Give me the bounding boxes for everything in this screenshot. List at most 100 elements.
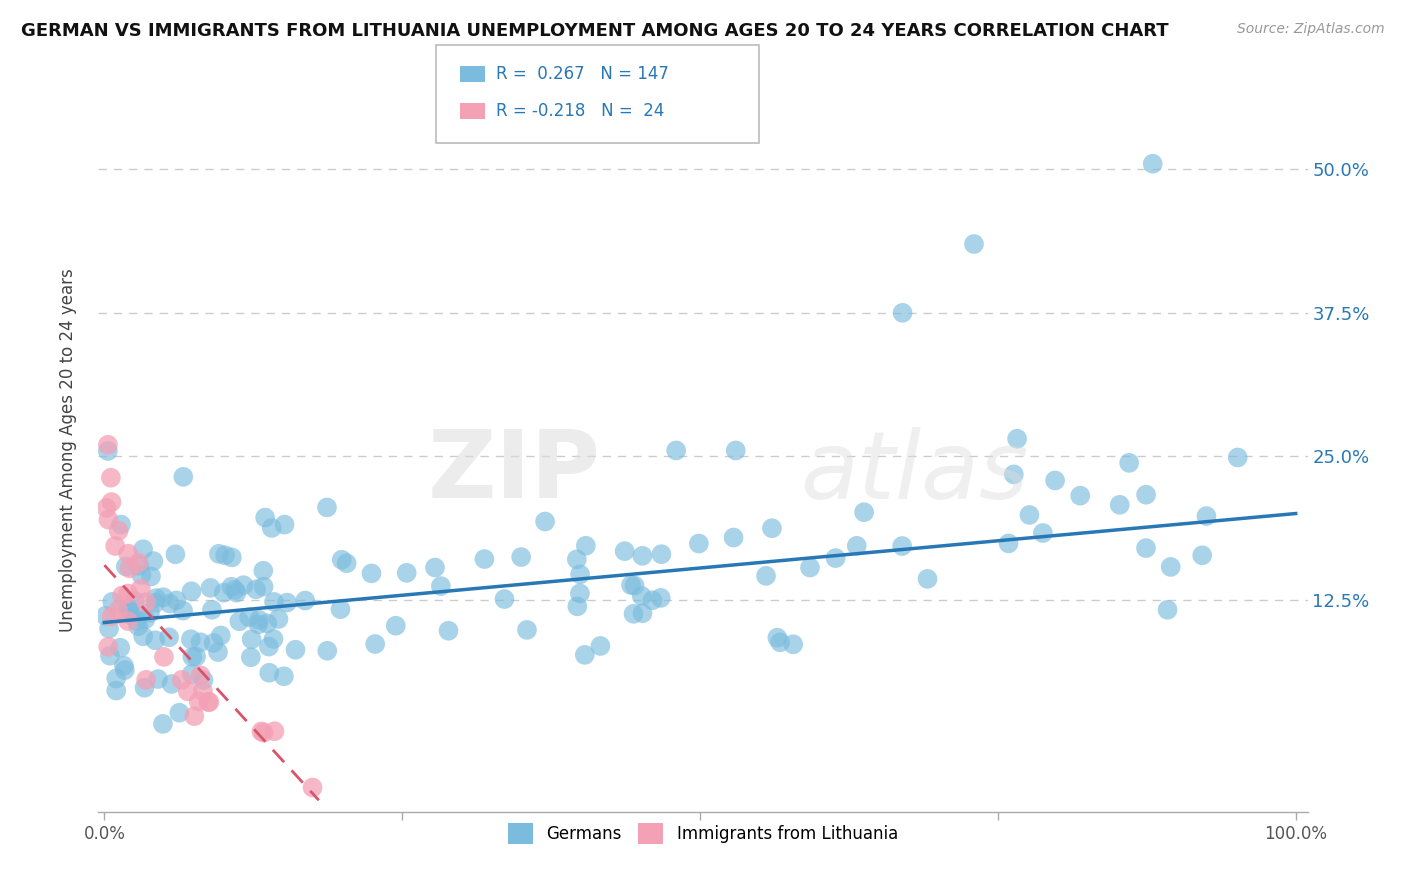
Point	[224, 582, 246, 597]
Point	[1195, 509, 1218, 524]
Point	[631, 606, 654, 620]
Point	[430, 579, 453, 593]
Point	[853, 505, 876, 519]
Point	[111, 589, 134, 603]
Point	[1032, 526, 1054, 541]
Point	[1069, 489, 1091, 503]
Point	[384, 618, 406, 632]
Point	[120, 608, 142, 623]
Point	[225, 585, 247, 599]
Y-axis label: Unemployment Among Ages 20 to 24 years: Unemployment Among Ages 20 to 24 years	[59, 268, 77, 632]
Point	[294, 593, 316, 607]
Point	[1108, 498, 1130, 512]
Point	[221, 550, 243, 565]
Point	[180, 632, 202, 647]
Point	[824, 551, 846, 566]
Point	[273, 669, 295, 683]
Point	[153, 649, 176, 664]
Text: Source: ZipAtlas.com: Source: ZipAtlas.com	[1237, 22, 1385, 37]
Point	[263, 595, 285, 609]
Point	[207, 645, 229, 659]
Point	[135, 673, 157, 687]
Point	[568, 586, 591, 600]
Point	[257, 665, 280, 680]
Legend: Germans, Immigrants from Lithuania: Germans, Immigrants from Lithuania	[502, 817, 904, 850]
Point	[1043, 474, 1066, 488]
Point	[761, 521, 783, 535]
Point	[191, 684, 214, 698]
Point	[239, 650, 262, 665]
Point	[364, 637, 387, 651]
Point	[782, 637, 804, 651]
Point	[252, 564, 274, 578]
Point	[105, 683, 128, 698]
Point	[105, 672, 128, 686]
Point	[190, 668, 212, 682]
Point	[193, 673, 215, 687]
Point	[108, 640, 131, 655]
Point	[724, 443, 747, 458]
Point	[1156, 603, 1178, 617]
Point	[263, 724, 285, 739]
Point	[330, 553, 353, 567]
Point	[143, 633, 166, 648]
Point	[360, 566, 382, 581]
Point	[209, 628, 232, 642]
Point	[723, 531, 745, 545]
Point	[214, 549, 236, 563]
Point	[769, 635, 792, 649]
Point	[208, 547, 231, 561]
Point	[120, 605, 142, 619]
Point	[183, 709, 205, 723]
Point	[159, 597, 181, 611]
Point	[301, 780, 323, 795]
Point	[630, 589, 652, 603]
Point	[146, 672, 169, 686]
Point	[1160, 560, 1182, 574]
Point	[165, 547, 187, 561]
Text: atlas: atlas	[800, 426, 1028, 517]
Point	[1018, 508, 1040, 522]
Point	[267, 612, 290, 626]
Point	[181, 649, 204, 664]
Point	[94, 608, 117, 623]
Point	[247, 617, 270, 632]
Point	[97, 438, 120, 452]
Point	[589, 639, 612, 653]
Point	[180, 667, 202, 681]
Point	[1142, 157, 1164, 171]
Point	[1135, 488, 1157, 502]
Point	[152, 717, 174, 731]
Point	[569, 567, 592, 582]
Point	[187, 694, 209, 708]
Point	[567, 599, 589, 614]
Point	[117, 614, 139, 628]
Point	[177, 684, 200, 698]
Point	[631, 549, 654, 563]
Point	[107, 603, 129, 617]
Point	[100, 609, 122, 624]
Point	[180, 584, 202, 599]
Text: R = -0.218   N =  24: R = -0.218 N = 24	[496, 102, 665, 120]
Point	[127, 556, 149, 570]
Point	[1118, 456, 1140, 470]
Point	[997, 536, 1019, 550]
Point	[160, 677, 183, 691]
Point	[118, 601, 141, 615]
Point	[127, 619, 149, 633]
Point	[799, 560, 821, 574]
Point	[100, 471, 122, 485]
Point	[98, 648, 121, 663]
Point	[245, 582, 267, 597]
Point	[202, 636, 225, 650]
Point	[273, 517, 295, 532]
Point	[172, 470, 194, 484]
Text: R =  0.267   N = 147: R = 0.267 N = 147	[496, 65, 669, 83]
Point	[623, 579, 645, 593]
Point	[117, 603, 139, 617]
Point	[238, 610, 260, 624]
Point	[114, 559, 136, 574]
Point	[145, 591, 167, 606]
Point	[665, 443, 688, 458]
Point	[145, 596, 167, 610]
